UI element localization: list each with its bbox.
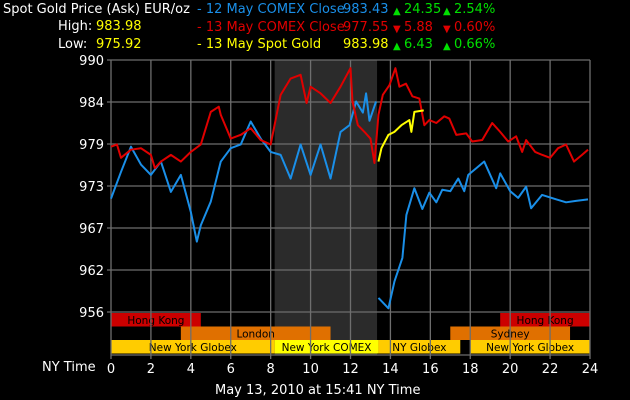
y-tick-label: 973 <box>79 180 104 195</box>
session-label: New York Globex <box>486 342 574 354</box>
legend-percent: 0.66% <box>454 37 496 52</box>
timestamp: May 13, 2010 at 15:41 NY Time <box>215 383 421 398</box>
x-tick-label: 16 <box>422 362 439 377</box>
legend-change: 6.43 <box>404 37 433 52</box>
x-tick-label: 8 <box>267 362 275 377</box>
session-label: New York Globex <box>149 342 237 354</box>
low-label: Low: <box>58 37 88 52</box>
legend-label: - 13 May COMEX Close <box>197 19 345 35</box>
high-value: 983.98 <box>96 19 142 34</box>
y-tick-label: 979 <box>79 138 104 153</box>
legend-price: 983.43 <box>343 2 389 17</box>
series-line-3 <box>377 109 424 162</box>
x-tick-label: 22 <box>542 362 559 377</box>
legend-price: 977.55 <box>343 19 389 35</box>
legend-label: - 12 May COMEX Close <box>197 2 345 17</box>
legend-change: 24.35 <box>404 2 442 17</box>
x-tick-label: 2 <box>147 362 155 377</box>
series-line-2 <box>110 67 589 170</box>
triangle-down-icon: ▼ <box>393 23 401 35</box>
session-label: Hong Kong <box>127 315 184 327</box>
session-bar <box>111 340 275 354</box>
triangle-up-icon: ▲ <box>443 41 451 52</box>
triangle-down-icon: ▼ <box>443 23 451 35</box>
session-bar <box>500 313 590 327</box>
high-label: High: <box>58 19 93 34</box>
legend-label: - 13 May Spot Gold <box>197 37 322 52</box>
y-tick-label: 984 <box>79 96 104 111</box>
session-label: London <box>236 329 275 341</box>
comex-shaded-region <box>274 60 378 355</box>
x-tick-label: 20 <box>502 362 519 377</box>
legend-percent: 2.54% <box>454 2 496 17</box>
series-line-1 <box>377 160 589 310</box>
x-tick-label: 14 <box>382 362 399 377</box>
triangle-up-icon: ▲ <box>443 6 451 17</box>
session-label: New York COMEX <box>282 342 372 354</box>
x-tick-label: 24 <box>582 362 599 377</box>
x-tick-label: 4 <box>187 362 195 377</box>
triangle-up-icon: ▲ <box>393 6 401 17</box>
session-label: Hong Kong <box>517 315 574 327</box>
y-tick-label: 962 <box>79 264 104 279</box>
y-tick-label: 967 <box>79 222 104 237</box>
session-label: NY Globex <box>392 342 446 354</box>
session-bar <box>180 326 331 340</box>
low-value: 975.92 <box>96 37 142 52</box>
x-tick-label: 18 <box>462 362 479 377</box>
triangle-up-icon: ▲ <box>393 41 401 52</box>
y-tick-label: 990 <box>79 54 104 69</box>
session-bar <box>470 340 590 354</box>
x-tick-label: 6 <box>227 362 235 377</box>
legend-percent: 0.60% <box>454 19 496 35</box>
chart-title: Spot Gold Price (Ask) EUR/oz <box>3 2 190 17</box>
session-bar <box>111 313 201 327</box>
x-axis-label: NY Time <box>42 360 96 375</box>
legend-price: 983.98 <box>343 37 389 52</box>
legend-change: 5.88 <box>404 19 433 35</box>
x-tick-label: 12 <box>342 362 359 377</box>
x-tick-label: 0 <box>107 362 115 377</box>
session-bar <box>274 340 379 354</box>
x-tick-label: 10 <box>302 362 319 377</box>
session-bar <box>378 340 461 354</box>
y-tick-label: 956 <box>79 306 104 321</box>
